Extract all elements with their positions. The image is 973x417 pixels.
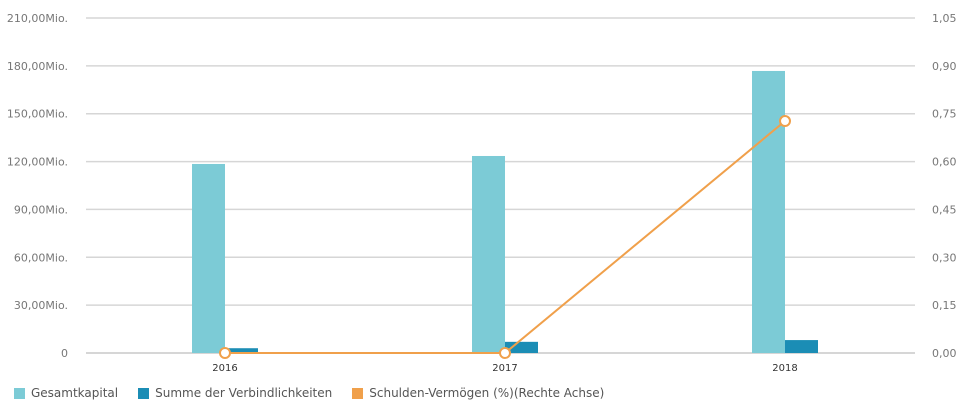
line-point: [499, 347, 511, 359]
x-tick-label: 2016: [212, 363, 237, 374]
left-tick-label: 210,00Mio.: [7, 12, 68, 25]
right-tick-label: 0,30: [932, 251, 957, 264]
right-tick-label: 0,15: [932, 299, 957, 312]
left-tick-label: 150,00Mio.: [7, 108, 68, 121]
right-tick-label: 0,90: [932, 60, 957, 73]
left-tick-label: 180,00Mio.: [7, 60, 68, 73]
legend-swatch: [14, 387, 25, 399]
x-tick-label: 2017: [492, 363, 517, 374]
right-tick-label: 0,75: [932, 108, 957, 121]
bar-gesamtkapital: [192, 163, 225, 353]
right-tick-label: 0,45: [932, 203, 957, 216]
bar-gesamtkapital: [752, 70, 785, 353]
bar-summe: [785, 340, 818, 353]
legend-label: Schulden-Vermögen (%)(Rechte Achse): [369, 386, 605, 400]
bar-summe: [225, 348, 258, 353]
line-point: [219, 347, 231, 359]
legend-item[interactable]: Gesamtkapital: [14, 386, 118, 400]
legend: Gesamtkapital Summe der Verbindlichkeiten…: [14, 386, 604, 400]
right-tick-label: 1,05: [932, 12, 957, 25]
legend-item[interactable]: Schulden-Vermögen (%)(Rechte Achse): [352, 386, 604, 400]
left-tick-label: 90,00Mio.: [14, 203, 68, 216]
legend-label: Gesamtkapital: [31, 386, 119, 400]
chart-plot: 0 0,00 30,00Mio. 0,15 60,00Mio. 0,30 90,00Mio.…: [7, 12, 957, 374]
left-tick-label: 30,00Mio.: [14, 299, 68, 312]
bar-summe: [505, 341, 538, 353]
legend-item[interactable]: Summe der Verbindlichkeiten: [138, 386, 332, 400]
right-tick-label: 0,00: [932, 347, 957, 360]
left-tick-label: 60,00Mio.: [14, 251, 68, 264]
left-tick-label: 120,00Mio.: [7, 156, 68, 169]
legend-swatch: [138, 387, 150, 399]
bar-gesamtkapital: [472, 155, 505, 353]
x-tick-label: 2018: [772, 363, 797, 374]
right-tick-label: 0,60: [932, 156, 957, 169]
legend-label: Summe der Verbindlichkeiten: [155, 386, 333, 400]
line-point: [779, 115, 791, 128]
legend-swatch: [352, 387, 364, 399]
left-tick-label: 0: [61, 347, 68, 360]
